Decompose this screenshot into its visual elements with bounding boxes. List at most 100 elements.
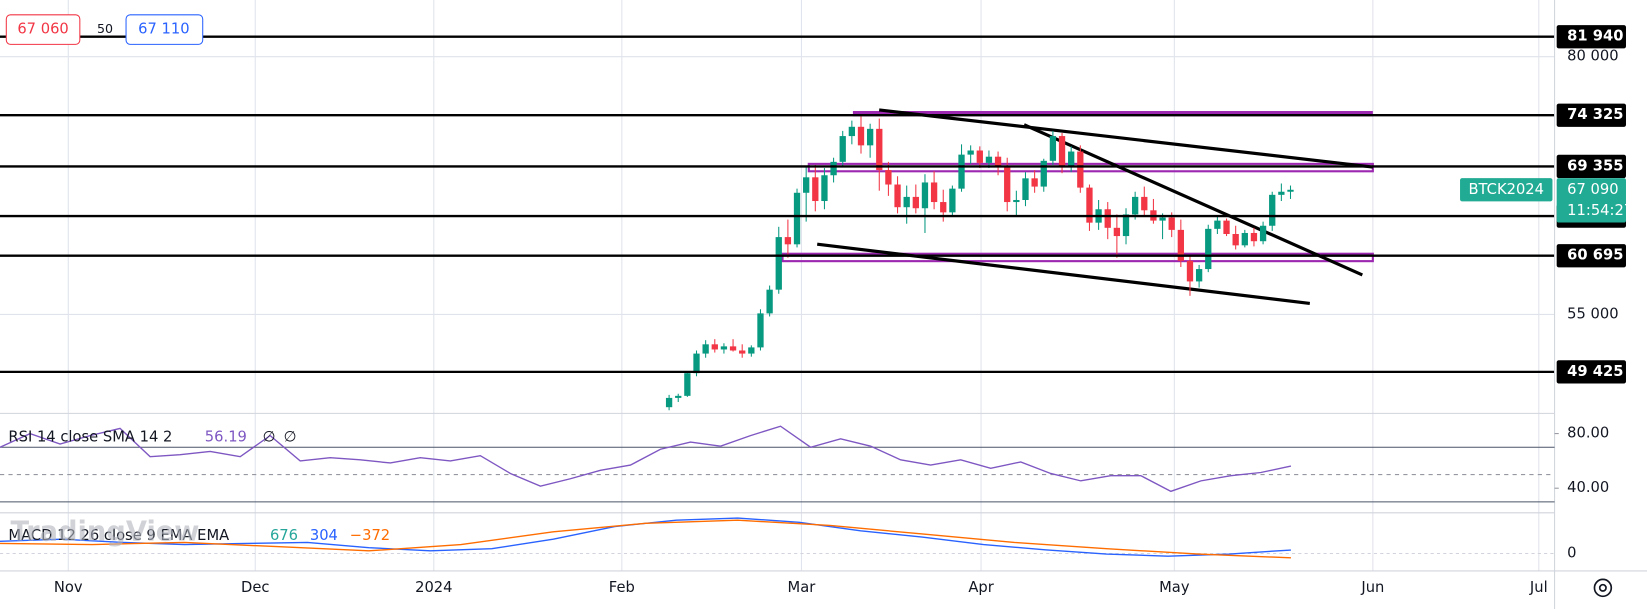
candle-body (711, 344, 718, 350)
candle-body (1141, 196, 1148, 211)
candle-body (866, 128, 874, 146)
x-tick-label: Feb (609, 579, 635, 596)
candle-body (1159, 217, 1166, 221)
candle-body (1278, 191, 1285, 195)
macd-line (0, 519, 1291, 559)
candle-body (684, 373, 691, 396)
candle-body (665, 397, 673, 408)
candle-body (903, 196, 910, 208)
x-tick-label: Jun (1360, 579, 1384, 596)
bid: 67 060 (17, 21, 68, 38)
candle-body (885, 170, 892, 185)
macd-value: 304 (310, 527, 338, 544)
macd-hist-value: 676 (270, 527, 298, 544)
candle-body (958, 154, 965, 189)
candle-body (1004, 165, 1011, 203)
candle-body (921, 182, 929, 209)
level-label-box (1556, 103, 1626, 127)
candle-body (1086, 187, 1093, 223)
rsi-title: RSI 14 close SMA 14 2 (8, 429, 172, 446)
candle-body (1077, 151, 1084, 188)
level-label-box (1556, 154, 1626, 179)
grid (0, 0, 1555, 571)
candle-body (985, 156, 993, 163)
candles (665, 115, 1294, 411)
candle-body (1068, 151, 1075, 166)
candle-body (757, 313, 764, 348)
candle-body (949, 188, 956, 213)
candle-body (1259, 225, 1267, 242)
candle-body (940, 202, 947, 213)
candle-body (1168, 217, 1175, 230)
candle-body (894, 184, 901, 208)
symbol-box (1460, 178, 1553, 202)
candle-body (693, 353, 700, 374)
rsi-tick-label: 80.00 (1567, 425, 1609, 442)
candle-body (1186, 260, 1194, 282)
drawings (781, 108, 1374, 306)
rsi-na: ∅ (263, 429, 276, 446)
level-label: 74 325 (1567, 106, 1623, 123)
candle-body (1040, 160, 1047, 187)
candle-body (1122, 214, 1130, 237)
y-tick-label: 80 000 (1567, 48, 1618, 65)
candle-body (1177, 229, 1184, 261)
macd-title: MACD 12 26 close 9 EMA EMA (8, 527, 229, 544)
zone (852, 111, 1373, 117)
candle-body (1223, 220, 1230, 235)
candle-body (876, 128, 883, 171)
settings-icon[interactable] (1593, 578, 1613, 598)
spread: 50 (97, 21, 113, 36)
candle-body (1049, 136, 1057, 161)
rsi-na: ∅ (284, 429, 297, 446)
candle-body (793, 192, 801, 245)
y-tick-label: 55 000 (1567, 305, 1618, 322)
candle-body (1269, 194, 1276, 226)
candle-body (1104, 209, 1111, 228)
header: 67 060 50 67 110 (5, 14, 204, 45)
candle-body (739, 350, 746, 354)
watermark: TradingView (11, 516, 200, 547)
candle-body (675, 395, 682, 398)
candle-body (830, 161, 837, 176)
candle-body (766, 289, 773, 314)
candle-body (1113, 227, 1121, 237)
candle-body (1241, 232, 1248, 246)
rsi-value: 56.19 (205, 429, 247, 446)
candle-body (1031, 178, 1038, 187)
candle-body (912, 196, 919, 209)
candle-body (748, 347, 755, 354)
ask-box[interactable] (125, 14, 204, 45)
rsi-pane: 80.00 40.00 RSI 14 close SMA 14 2 56.19 ∅ ∅ (0, 425, 1609, 503)
trend-line (878, 108, 1374, 169)
candle-body (1022, 178, 1029, 200)
candle-body (1058, 136, 1066, 166)
candle-body (857, 126, 865, 146)
candle-body (784, 237, 792, 245)
x-tick-label: Nov (54, 579, 83, 596)
level-label-box (1556, 244, 1626, 268)
macd-tick-label: 0 (1567, 544, 1576, 561)
candle-body (976, 150, 983, 163)
candle-body (1232, 234, 1239, 246)
rsi-tick-label: 40.00 (1567, 479, 1609, 496)
candle-body (702, 344, 709, 354)
settings-button[interactable] (1593, 578, 1613, 598)
candle-body (1131, 196, 1139, 215)
level-label: 60 695 (1567, 247, 1623, 264)
rsi-line (0, 425, 1292, 493)
x-tick-label: Jul (1529, 579, 1548, 596)
bid-box[interactable] (5, 14, 81, 45)
signal-value: −372 (350, 527, 390, 544)
level-label-box (1556, 25, 1626, 49)
x-tick-label: 2024 (415, 579, 452, 596)
candle-body (1013, 199, 1020, 203)
candle-body (775, 237, 782, 290)
candle-body (848, 126, 856, 137)
x-tick-label: May (1159, 579, 1190, 596)
x-tick-label: Dec (241, 579, 269, 596)
candle-body (803, 177, 810, 193)
